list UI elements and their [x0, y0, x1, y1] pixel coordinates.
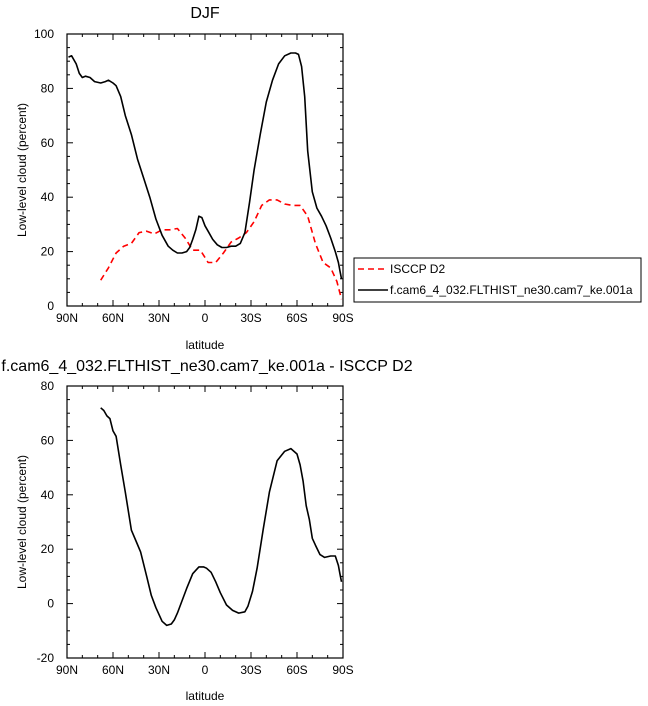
- y-tick-label: 40: [41, 488, 55, 502]
- legend-label-isccp: ISCCP D2: [390, 262, 445, 276]
- plot-frame: [66, 33, 344, 307]
- x-tick-label: 90S: [332, 663, 353, 677]
- plot-frame: [66, 385, 344, 659]
- x-tick-label: 90N: [56, 311, 78, 325]
- plot-lines: [68, 52, 343, 300]
- x-tick-label: 0: [202, 311, 209, 325]
- chart-title: f.cam6_4_032.FLTHIST_ne30.cam7_ke.001a -…: [1, 358, 412, 375]
- y-tick-label: -20: [37, 651, 55, 665]
- y-tick-label: 40: [41, 190, 55, 204]
- series-line-cam: [68, 52, 343, 279]
- panel-djf: DJF latitude Low-level cloud (percent) 9…: [15, 5, 354, 352]
- chart-title: DJF: [190, 5, 220, 22]
- x-tick-label: 30S: [240, 311, 261, 325]
- x-tick-label: 60N: [102, 311, 124, 325]
- panel-difference: f.cam6_4_032.FLTHIST_ne30.cam7_ke.001a -…: [1, 358, 412, 703]
- y-tick-label: 60: [41, 433, 55, 447]
- y-tick-label: 100: [34, 27, 54, 41]
- x-tick-label: 60S: [286, 311, 307, 325]
- plot-lines: [100, 407, 343, 627]
- y-tick-label: 80: [41, 81, 55, 95]
- y-axis-label: Low-level cloud (percent): [15, 103, 29, 237]
- x-axis-label: latitude: [186, 338, 225, 352]
- axis-ticks: 90N 60N 30N 0 30S 60S 90S -20 0 20 40 60 80: [37, 379, 354, 677]
- y-tick-label: 80: [41, 379, 55, 393]
- legend: ISCCP D2 f.cam6_4_032.FLTHIST_ne30.cam7_…: [353, 257, 642, 303]
- y-axis-label: Low-level cloud (percent): [15, 455, 29, 589]
- legend-label-cam: f.cam6_4_032.FLTHIST_ne30.cam7_ke.001a: [390, 283, 633, 297]
- series-line-difference: [100, 407, 343, 627]
- series-line-isccp-d2: [100, 199, 343, 300]
- x-tick-label: 90N: [56, 663, 78, 677]
- axis-ticks: 90N 60N 30N 0 30S 60S 90S 0 20 40 60 80 100: [34, 27, 354, 325]
- y-tick-label: 60: [41, 136, 55, 150]
- x-tick-label: 60N: [102, 663, 124, 677]
- x-tick-label: 60S: [286, 663, 307, 677]
- legend-box: [353, 257, 642, 303]
- x-tick-label: 30S: [240, 663, 261, 677]
- y-tick-label: 20: [41, 245, 55, 259]
- x-tick-label: 30N: [148, 311, 170, 325]
- x-tick-label: 0: [202, 663, 209, 677]
- x-tick-label: 90S: [332, 311, 353, 325]
- y-tick-label: 0: [47, 597, 54, 611]
- y-tick-label: 20: [41, 542, 55, 556]
- x-tick-label: 30N: [148, 663, 170, 677]
- y-tick-label: 0: [47, 299, 54, 313]
- x-axis-label: latitude: [186, 689, 225, 703]
